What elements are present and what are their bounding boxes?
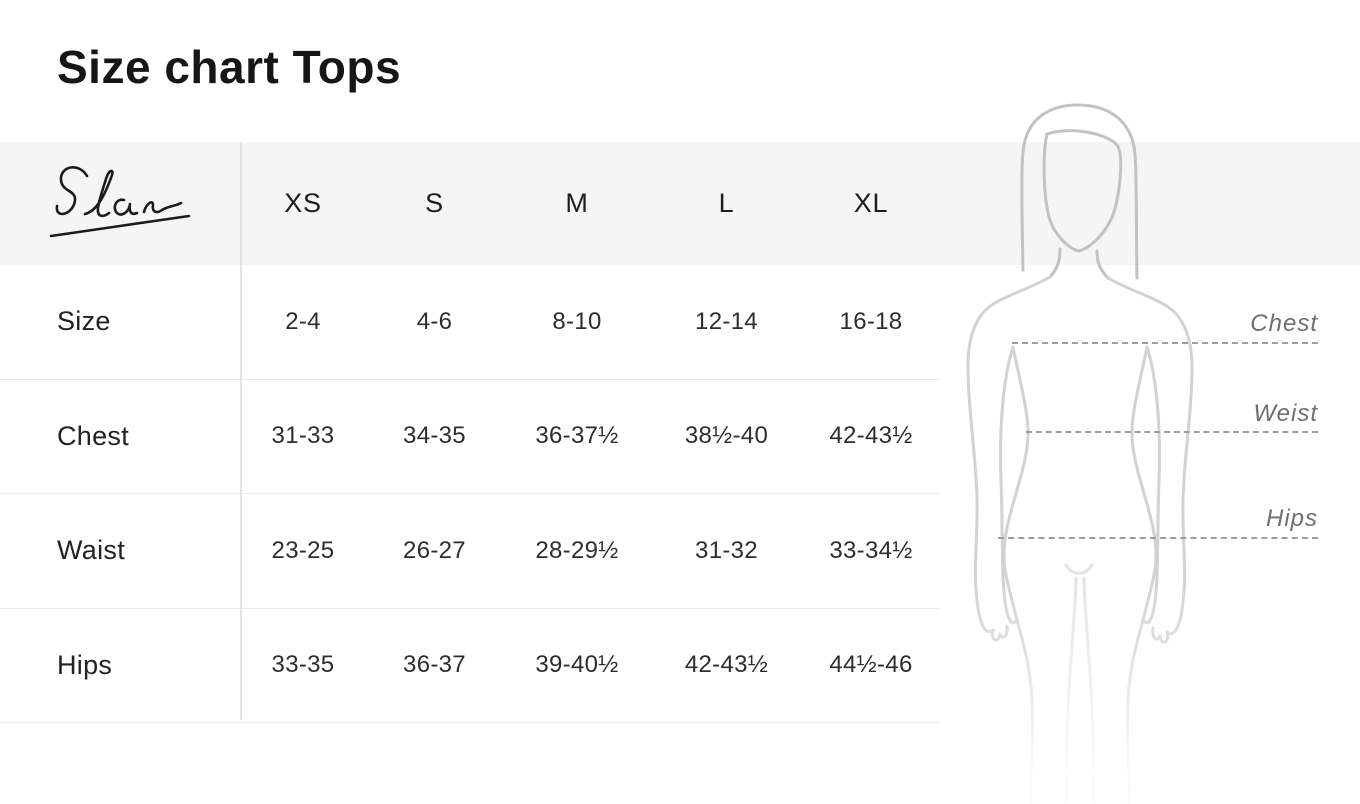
chest-measure-label: Chest (1250, 310, 1318, 337)
row-label: Chest (57, 420, 130, 451)
chest-measure-line (1012, 342, 1318, 344)
size-table: Elan XS S M L XL Size 2-4 4-6 8-10 12-14 16-18 Che… (0, 142, 940, 723)
size-value-cell: 31-33 (271, 422, 335, 450)
row-label: Size (57, 306, 111, 337)
size-value-cell: 8-10 (552, 307, 602, 335)
brand-logo: Elan (0, 142, 240, 265)
size-value-cell: 36-37 (403, 651, 466, 679)
size-value-cell: 4-6 (416, 307, 453, 335)
row-label: Hips (57, 649, 113, 680)
size-value-cell: 31-32 (695, 536, 758, 564)
size-value-cell: 12-14 (695, 307, 758, 335)
size-value-cell: 42-43½ (829, 422, 913, 450)
size-value-cell: 38½-40 (684, 422, 769, 450)
size-table-rows: Size 2-4 4-6 8-10 12-14 16-18 Chest 31-33 34-35 3… (0, 265, 940, 723)
waist-measure-line (1026, 431, 1318, 433)
size-value-cell: 2-4 (285, 307, 321, 335)
size-value-cell: 16-18 (839, 307, 903, 335)
table-header-band (0, 142, 1360, 265)
size-value-cell: 28-29½ (535, 536, 619, 564)
waist-measure-label: Weist (1253, 400, 1318, 427)
figure-head (1020, 103, 1139, 280)
size-value-cell: 26-27 (403, 536, 466, 564)
table-row-waist: Waist 23-25 26-27 28-29½ 31-32 33-34½ (0, 494, 940, 609)
figure-torso-arms (966, 275, 1194, 804)
column-header-xl: XL (853, 188, 889, 218)
column-header-xs: XS (284, 188, 322, 218)
hips-measure-label: Hips (1265, 505, 1318, 532)
table-header-row: Elan XS S M L XL (0, 142, 940, 265)
column-header-l: L (718, 188, 735, 218)
size-value-cell: 39-40½ (535, 651, 619, 679)
figure-legs (1064, 563, 1096, 804)
size-value-cell: 33-35 (271, 651, 335, 679)
table-column-divider (240, 142, 242, 720)
table-row-chest: Chest 31-33 34-35 36-37½ 38½-40 42-43½ (0, 379, 940, 494)
size-value-cell: 23-25 (271, 536, 335, 564)
row-label: Waist (57, 535, 125, 566)
size-value-cell: 44½-46 (829, 651, 913, 679)
female-figure-illustration (966, 103, 1194, 804)
hips-measure-line (998, 537, 1318, 539)
size-value-cell: 33-34½ (829, 536, 913, 564)
table-row-hips: Hips 33-35 36-37 39-40½ 42-43½ 44½-46 (0, 608, 940, 723)
brand-signature-icon (49, 165, 191, 237)
page-title: Size chart Tops (57, 41, 402, 93)
column-header-s: S (425, 188, 444, 218)
size-value-cell: 34-35 (403, 422, 466, 450)
column-header-m: M (565, 188, 589, 218)
size-value-cell: 42-43½ (684, 651, 769, 679)
table-row-size: Size 2-4 4-6 8-10 12-14 16-18 (0, 265, 940, 380)
size-value-cell: 36-37½ (535, 422, 619, 450)
